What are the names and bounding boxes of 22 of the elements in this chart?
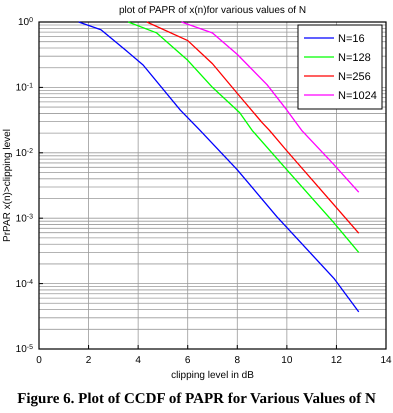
x-tick-label: 14 (380, 355, 392, 366)
caption: Figure 6. Plot of CCDF of PAPR for Various Values of N (17, 391, 376, 407)
y-axis-title: PrPAR x(n)>clipping level (2, 129, 13, 242)
y-tick-label: 10$^{0}$ (18, 16, 34, 28)
y-tick-label: 10$^{-5}$ (16, 344, 34, 356)
x-tick-label: 0 (36, 355, 42, 366)
chart-title: plot of PAPR of x(n)for various values of N (118, 5, 306, 16)
legend-label: N=16 (338, 33, 365, 45)
x-tick-label: 6 (184, 355, 191, 366)
x-tick-label: 8 (234, 355, 241, 366)
y-tick-label: 10$^{-2}$ (16, 148, 34, 159)
legend-label: N=128 (338, 52, 371, 64)
legend-label: N=1024 (338, 90, 377, 102)
x-tick-label: 4 (135, 355, 142, 366)
y-tick-label: 10$^{-1}$ (16, 82, 34, 94)
legend-label: N=256 (338, 71, 371, 83)
x-tick-label: 12 (330, 355, 342, 366)
x-tick-label: 2 (86, 355, 92, 366)
x-axis-title: clipping level in dB (171, 370, 254, 381)
y-tick-label: 10$^{-3}$ (16, 212, 34, 224)
x-tick-label: 10 (281, 355, 293, 366)
y-tick-label: 10$^{-4}$ (16, 278, 34, 290)
